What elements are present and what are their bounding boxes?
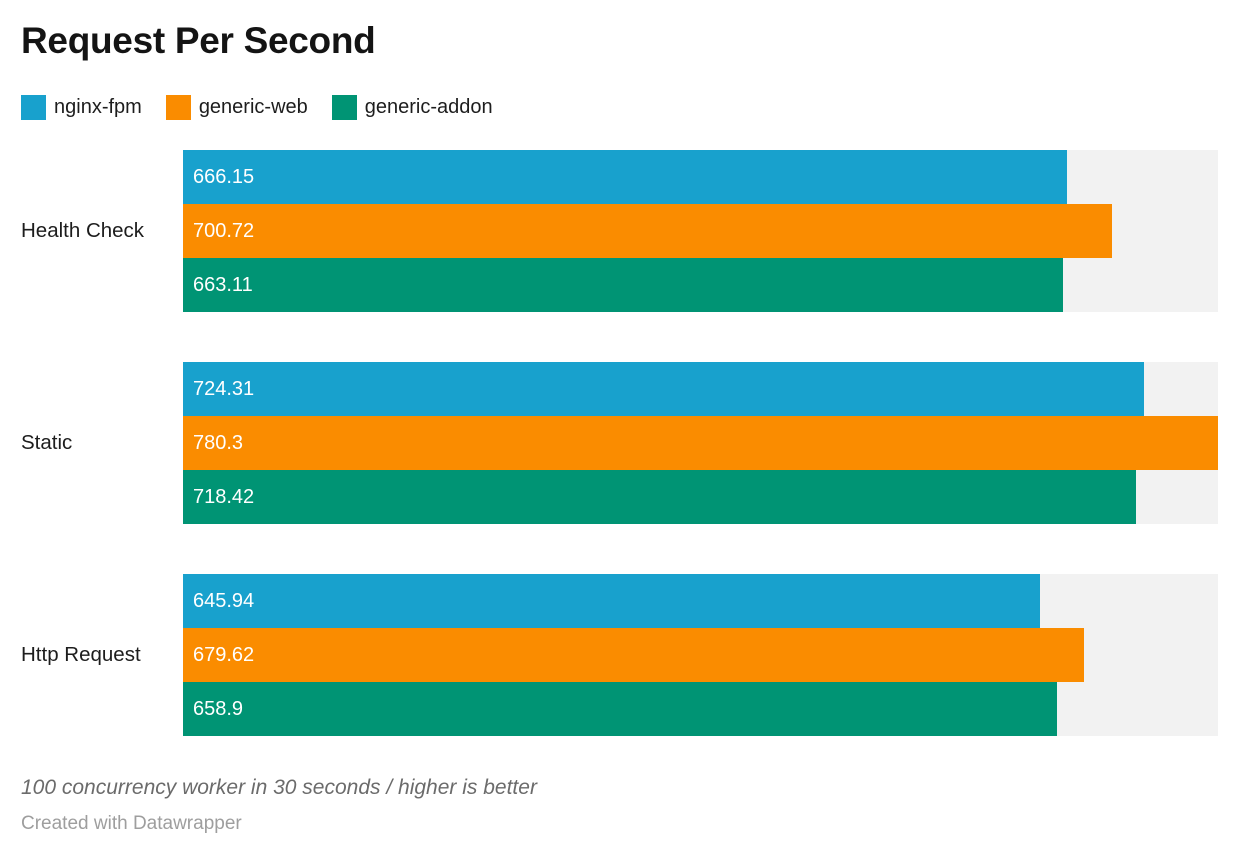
bar-track: 724.31 <box>183 362 1218 416</box>
bar-fill: 658.9 <box>183 682 1057 736</box>
bar-track: 663.11 <box>183 258 1218 312</box>
legend-label: generic-web <box>198 96 308 118</box>
bar-fill: 724.31 <box>183 362 1144 416</box>
bar-value-label: 658.9 <box>193 697 244 720</box>
bar-value-label: 780.3 <box>193 431 244 454</box>
bar-fill: 663.11 <box>183 258 1063 312</box>
bar-value-label: 700.72 <box>193 219 255 242</box>
bar-group: Health Check 666.15 700.72 663.11 <box>0 150 1240 312</box>
category-label: Http Request <box>21 643 141 666</box>
category-label: Health Check <box>21 219 145 242</box>
bar-track: 780.3 <box>183 416 1218 470</box>
bar-fill: 645.94 <box>183 574 1040 628</box>
legend-swatch-icon <box>331 95 357 120</box>
bar-stack: 724.31 780.3 718.42 <box>183 362 1218 524</box>
chart-title: Request Per Second <box>21 20 376 61</box>
bar-value-label: 663.11 <box>193 273 253 296</box>
bar-group: Static 724.31 780.3 718.42 <box>0 362 1240 524</box>
bar-value-label: 724.31 <box>193 377 255 400</box>
bar-fill: 666.15 <box>183 150 1067 204</box>
bar-fill: 679.62 <box>183 628 1085 682</box>
bar-fill: 780.3 <box>183 416 1218 470</box>
bar-value-label: 645.94 <box>193 589 255 612</box>
bar-stack: 645.94 679.62 658.9 <box>183 574 1218 736</box>
legend-swatch-icon <box>165 95 191 120</box>
bar-value-label: 666.15 <box>193 165 255 188</box>
chart-attribution: Created with Datawrapper <box>21 813 242 834</box>
bar-group: Http Request 645.94 679.62 658.9 <box>0 574 1240 736</box>
bar-track: 645.94 <box>183 574 1218 628</box>
legend-item: generic-addon <box>331 95 493 120</box>
chart-notes: 100 concurrency worker in 30 seconds / h… <box>21 776 537 799</box>
bar-value-label: 679.62 <box>193 643 255 666</box>
legend-label: generic-addon <box>364 96 493 118</box>
category-label: Static <box>21 431 73 454</box>
bar-track: 718.42 <box>183 470 1218 524</box>
bar-track: 666.15 <box>183 150 1218 204</box>
legend-item: generic-web <box>165 95 308 120</box>
legend-item: nginx-fpm <box>21 95 142 120</box>
bar-fill: 700.72 <box>183 204 1113 258</box>
bar-track: 679.62 <box>183 628 1218 682</box>
bar-track: 700.72 <box>183 204 1218 258</box>
legend-swatch-icon <box>21 95 46 120</box>
bar-track: 658.9 <box>183 682 1218 736</box>
legend-label: nginx-fpm <box>54 96 142 118</box>
bar-fill: 718.42 <box>183 470 1136 524</box>
bar-value-label: 718.42 <box>193 485 255 508</box>
legend: nginx-fpm generic-web generic-addon <box>21 95 493 120</box>
bar-stack: 666.15 700.72 663.11 <box>183 150 1218 312</box>
